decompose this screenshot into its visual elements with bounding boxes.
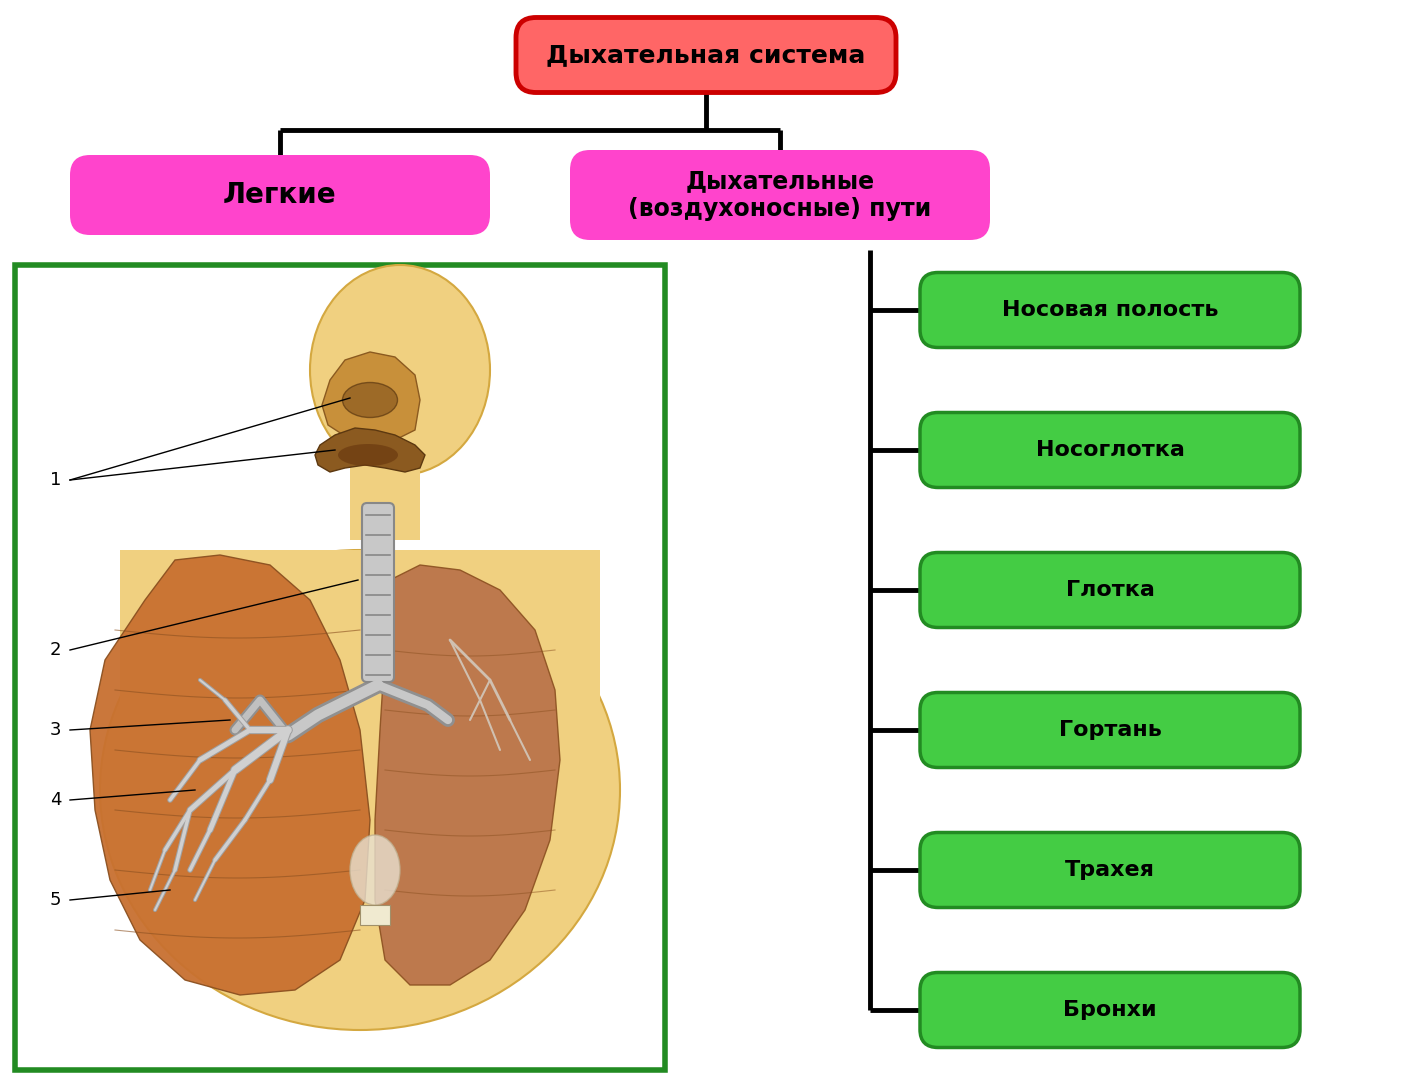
Text: Носоглотка: Носоглотка	[1035, 440, 1185, 460]
Ellipse shape	[311, 265, 490, 475]
Ellipse shape	[350, 835, 400, 905]
FancyBboxPatch shape	[921, 413, 1300, 488]
FancyBboxPatch shape	[921, 553, 1300, 628]
Text: Дыхательная система: Дыхательная система	[546, 43, 866, 67]
Text: Бронхи: Бронхи	[1063, 1000, 1156, 1020]
FancyBboxPatch shape	[16, 265, 665, 1070]
Polygon shape	[315, 428, 425, 472]
FancyBboxPatch shape	[120, 550, 600, 750]
FancyBboxPatch shape	[921, 972, 1300, 1048]
Ellipse shape	[343, 382, 398, 417]
Text: 1: 1	[49, 471, 61, 489]
FancyBboxPatch shape	[361, 503, 394, 682]
FancyBboxPatch shape	[570, 150, 990, 240]
Text: 2: 2	[49, 641, 62, 659]
FancyBboxPatch shape	[71, 155, 490, 235]
Text: Дыхательные
(воздухоносные) пути: Дыхательные (воздухоносные) пути	[628, 169, 932, 220]
Text: Носовая полость: Носовая полость	[1001, 300, 1219, 320]
Ellipse shape	[337, 444, 398, 466]
Text: 5: 5	[49, 891, 62, 909]
Text: Трахея: Трахея	[1065, 860, 1155, 880]
FancyBboxPatch shape	[515, 17, 897, 92]
Polygon shape	[376, 565, 561, 985]
Ellipse shape	[100, 550, 620, 1030]
Text: Глотка: Глотка	[1066, 580, 1155, 599]
Text: Гортань: Гортань	[1059, 720, 1162, 740]
Polygon shape	[322, 352, 419, 442]
Text: Легкие: Легкие	[223, 181, 337, 209]
FancyBboxPatch shape	[360, 905, 390, 925]
Text: 4: 4	[49, 791, 62, 809]
FancyBboxPatch shape	[921, 833, 1300, 908]
FancyBboxPatch shape	[921, 273, 1300, 348]
Text: 3: 3	[49, 721, 62, 738]
Polygon shape	[90, 555, 370, 995]
FancyBboxPatch shape	[921, 693, 1300, 768]
FancyBboxPatch shape	[350, 460, 419, 540]
